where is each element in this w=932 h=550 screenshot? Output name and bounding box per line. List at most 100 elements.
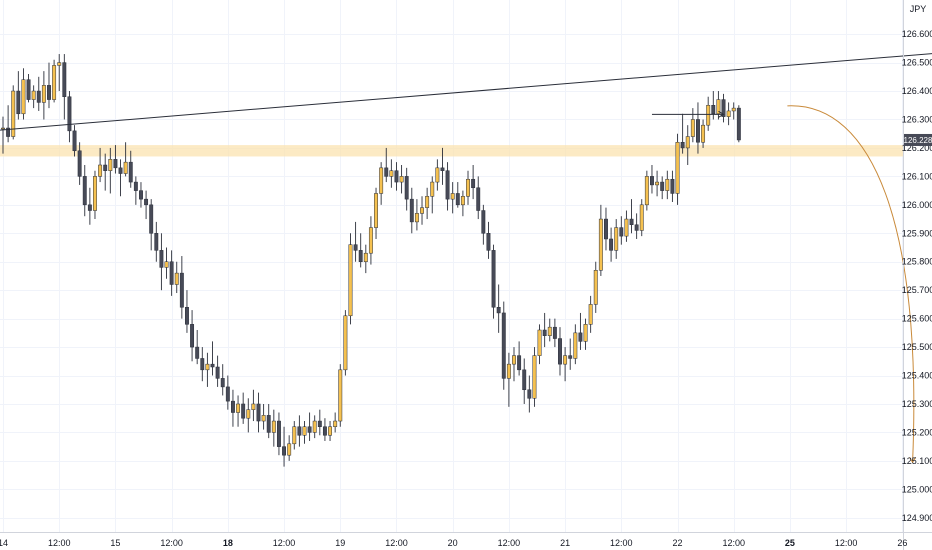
candle-123[interactable] — [629, 199, 634, 234]
candle-75[interactable] — [384, 147, 389, 183]
candle-20[interactable] — [103, 153, 108, 191]
candle-28[interactable] — [144, 190, 149, 220]
candle-103[interactable] — [527, 375, 532, 413]
candle-88[interactable] — [450, 182, 455, 214]
candle-60[interactable] — [307, 412, 312, 441]
candle-119[interactable] — [609, 227, 614, 262]
candle-109[interactable] — [558, 327, 562, 376]
candle-27[interactable] — [139, 182, 143, 208]
candle-14[interactable] — [72, 125, 77, 157]
candle-21[interactable] — [108, 147, 113, 194]
candle-143[interactable] — [731, 102, 736, 120]
candle-136[interactable] — [696, 102, 700, 154]
candle-29[interactable] — [149, 199, 154, 251]
candle-23[interactable] — [118, 159, 123, 197]
candle-47[interactable] — [241, 392, 246, 424]
candle-133[interactable] — [680, 113, 685, 154]
candle-30[interactable] — [154, 221, 159, 262]
candle-50[interactable] — [256, 392, 261, 433]
candle-22[interactable] — [113, 145, 118, 174]
candle-89[interactable] — [455, 182, 460, 208]
candle-34[interactable] — [174, 261, 179, 294]
candle-91[interactable] — [466, 170, 470, 205]
candle-11[interactable] — [57, 54, 62, 92]
candle-134[interactable] — [685, 125, 690, 166]
candle-106[interactable] — [542, 312, 547, 348]
candle-10[interactable] — [52, 59, 57, 103]
candle-4[interactable] — [21, 68, 26, 120]
candle-33[interactable] — [169, 250, 174, 296]
candle-52[interactable] — [266, 403, 271, 439]
candle-48[interactable] — [246, 398, 251, 433]
candle-15[interactable] — [77, 142, 82, 185]
candle-31[interactable] — [159, 233, 164, 291]
candle-95[interactable] — [486, 221, 491, 259]
candle-83[interactable] — [425, 187, 430, 220]
candle-113[interactable] — [578, 312, 583, 350]
candle-63[interactable] — [322, 418, 327, 441]
candle-1[interactable] — [6, 105, 11, 143]
candle-62[interactable] — [317, 409, 322, 436]
candle-59[interactable] — [302, 421, 307, 444]
candle-108[interactable] — [552, 318, 557, 348]
candle-85[interactable] — [435, 159, 440, 191]
candle-99[interactable] — [506, 352, 511, 407]
candle-96[interactable] — [491, 244, 496, 319]
candle-39[interactable] — [200, 347, 205, 382]
candle-5[interactable] — [26, 73, 31, 103]
trendline[interactable] — [0, 53, 932, 131]
candle-107[interactable] — [547, 318, 552, 342]
candle-135[interactable] — [690, 108, 695, 143]
candle-42[interactable] — [215, 355, 220, 387]
candle-2[interactable] — [11, 85, 16, 140]
time-axis[interactable]: 14 12:00 15 12:00 18 12:00 19 12:00 20 12:00 21 12:… — [0, 538, 907, 548]
candle-61[interactable] — [312, 415, 317, 439]
candle-138[interactable] — [706, 96, 711, 131]
candle-37[interactable] — [190, 310, 195, 362]
candle-129[interactable] — [660, 176, 665, 200]
candle-137[interactable] — [701, 119, 706, 148]
candle-51[interactable] — [261, 403, 266, 430]
candle-128[interactable] — [655, 170, 660, 197]
candle-12[interactable] — [62, 54, 67, 120]
candle-57[interactable] — [292, 421, 297, 450]
candle-87[interactable] — [445, 162, 450, 211]
candle-25[interactable] — [128, 150, 133, 188]
candle-79[interactable] — [404, 167, 409, 211]
candle-8[interactable] — [41, 71, 46, 120]
candle-53[interactable] — [271, 409, 276, 447]
candle-81[interactable] — [414, 199, 419, 231]
candle-56[interactable] — [287, 435, 292, 461]
candle-111[interactable] — [568, 338, 573, 370]
candle-72[interactable] — [368, 216, 373, 265]
price-axis[interactable]: 126.600 126.500 126.400 126.300 126.200 126.1… — [902, 29, 932, 523]
candle-127[interactable] — [650, 165, 654, 194]
candle-9[interactable] — [47, 62, 51, 109]
candle-125[interactable] — [639, 199, 644, 237]
candle-120[interactable] — [614, 219, 619, 259]
candle-76[interactable] — [389, 159, 394, 188]
candle-110[interactable] — [563, 347, 568, 382]
candle-122[interactable] — [624, 210, 629, 242]
candle-46[interactable] — [236, 395, 241, 427]
candle-65[interactable] — [333, 412, 338, 433]
candle-141[interactable] — [721, 93, 726, 123]
candle-58[interactable] — [297, 415, 302, 447]
candle-104[interactable] — [532, 347, 537, 407]
candle-101[interactable] — [517, 341, 522, 376]
candle-114[interactable] — [583, 318, 588, 350]
candle-70[interactable] — [358, 233, 363, 268]
candle-116[interactable] — [593, 261, 598, 313]
candle-0[interactable] — [1, 116, 5, 154]
candle-3[interactable] — [16, 71, 21, 120]
candle-19[interactable] — [98, 147, 103, 183]
candle-40[interactable] — [205, 352, 210, 387]
candle-54[interactable] — [276, 412, 281, 456]
candle-80[interactable] — [409, 187, 414, 234]
candle-43[interactable] — [220, 364, 225, 396]
candle-121[interactable] — [619, 216, 624, 245]
candle-73[interactable] — [374, 187, 378, 239]
candle-84[interactable] — [430, 176, 435, 214]
candle-13[interactable] — [67, 91, 72, 143]
